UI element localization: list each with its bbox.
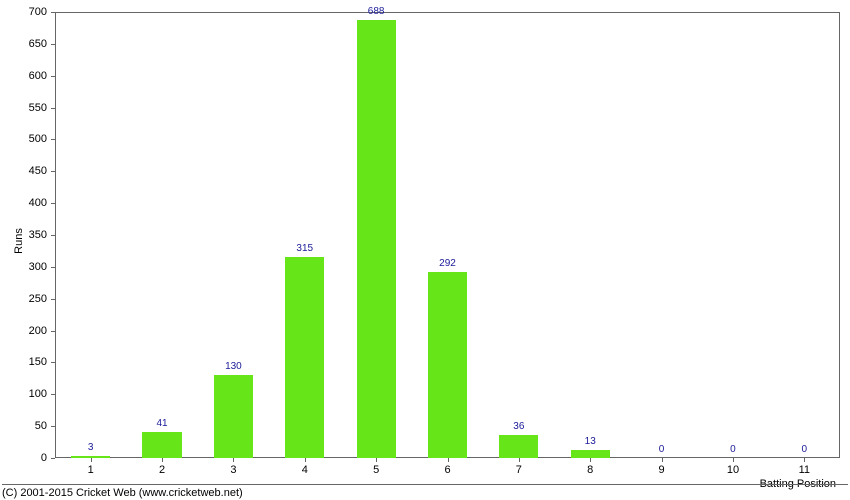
y-tick (51, 362, 55, 363)
bar (71, 456, 110, 458)
y-tick-label: 550 (0, 102, 47, 114)
bar (499, 435, 538, 458)
x-tick (162, 458, 163, 462)
y-tick (51, 203, 55, 204)
x-tick (804, 458, 805, 462)
y-tick (51, 426, 55, 427)
y-tick-label: 400 (0, 197, 47, 209)
bar (357, 20, 396, 458)
y-tick (51, 331, 55, 332)
y-tick-label: 50 (0, 420, 47, 432)
bar-value-label: 315 (296, 243, 313, 254)
bar (214, 375, 253, 458)
x-tick (305, 458, 306, 462)
x-tick (733, 458, 734, 462)
x-tick (448, 458, 449, 462)
bar (142, 432, 181, 458)
x-tick (590, 458, 591, 462)
y-tick (51, 394, 55, 395)
y-tick (51, 139, 55, 140)
bar-value-label: 130 (225, 361, 242, 372)
y-tick-label: 150 (0, 356, 47, 368)
x-tick-label: 3 (230, 464, 236, 476)
x-tick (376, 458, 377, 462)
x-tick-label: 2 (159, 464, 165, 476)
y-tick (51, 76, 55, 77)
x-tick-label: 5 (373, 464, 379, 476)
x-tick-label: 11 (799, 464, 810, 476)
bar-value-label: 0 (730, 444, 736, 455)
bar-value-label: 688 (368, 6, 385, 17)
x-tick (91, 458, 92, 462)
x-tick-label: 9 (659, 464, 665, 476)
bar (428, 272, 467, 458)
y-tick (51, 108, 55, 109)
x-tick-label: 7 (516, 464, 522, 476)
y-tick-label: 700 (0, 6, 47, 18)
y-tick-label: 300 (0, 261, 47, 273)
bar (571, 450, 610, 458)
y-tick (51, 299, 55, 300)
bar (285, 257, 324, 458)
y-tick-label: 600 (0, 70, 47, 82)
y-tick-label: 100 (0, 388, 47, 400)
chart-container: 0501001502002503003504004505005506006507… (0, 0, 850, 500)
bar-value-label: 36 (513, 421, 524, 432)
y-tick (51, 171, 55, 172)
y-tick (51, 235, 55, 236)
y-tick-label: 0 (0, 452, 47, 464)
x-tick-label: 1 (88, 464, 94, 476)
y-tick-label: 650 (0, 38, 47, 50)
bar-value-label: 3 (88, 442, 94, 453)
x-tick (662, 458, 663, 462)
x-tick (233, 458, 234, 462)
y-tick (51, 267, 55, 268)
x-tick-label: 4 (302, 464, 308, 476)
bar-value-label: 13 (585, 436, 596, 447)
bar-value-label: 0 (802, 444, 808, 455)
x-tick-label: 10 (727, 464, 739, 476)
x-tick-label: 6 (444, 464, 450, 476)
x-tick (519, 458, 520, 462)
bar-value-label: 292 (439, 258, 456, 269)
y-tick (51, 44, 55, 45)
bar-value-label: 0 (659, 444, 665, 455)
y-tick-label: 450 (0, 165, 47, 177)
y-tick-label: 250 (0, 293, 47, 305)
y-tick (51, 458, 55, 459)
y-tick (51, 12, 55, 13)
y-axis-label: Runs (13, 228, 25, 254)
bar-value-label: 41 (156, 418, 167, 429)
y-tick-label: 500 (0, 133, 47, 145)
copyright-footer: (C) 2001-2015 Cricket Web (www.cricketwe… (2, 484, 848, 499)
x-tick-label: 8 (587, 464, 593, 476)
y-tick-label: 200 (0, 325, 47, 337)
